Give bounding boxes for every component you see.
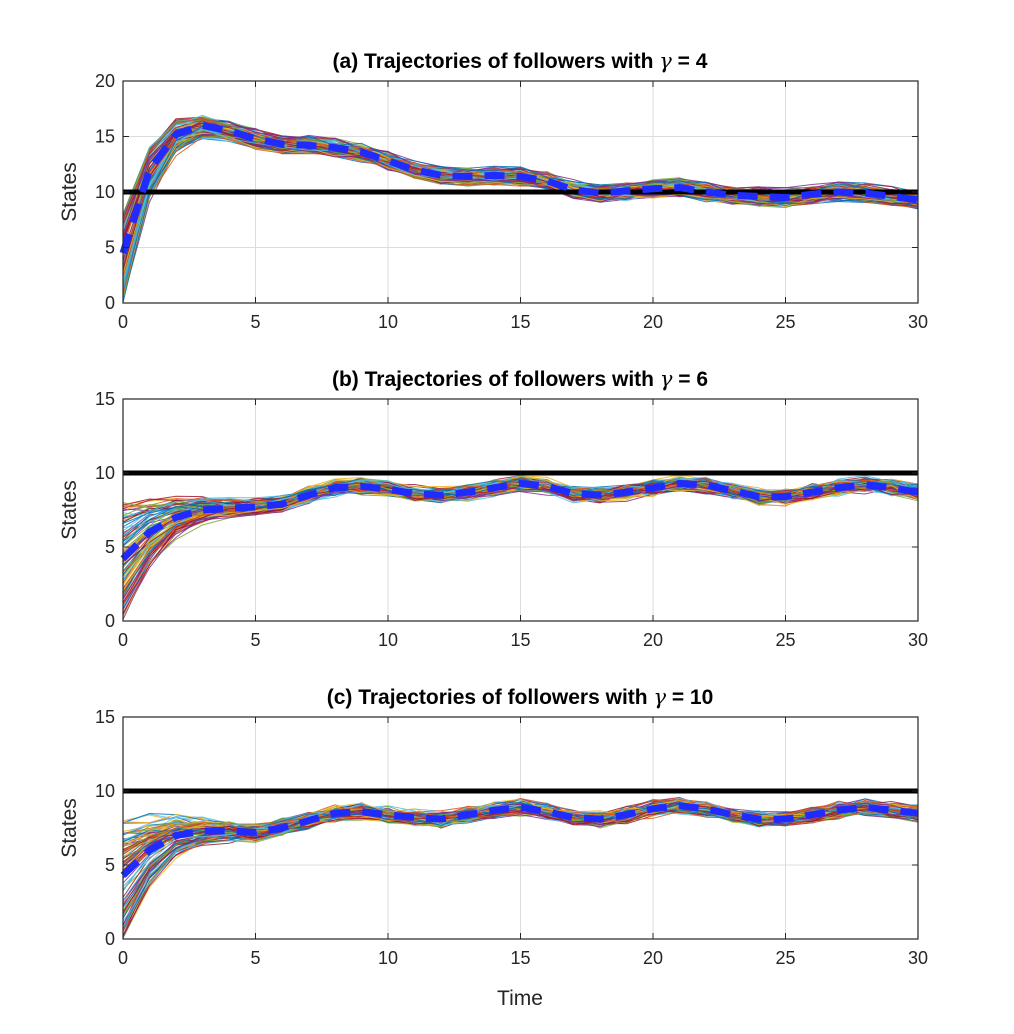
- panel-a: (a) Trajectories of followers with γ = 4…: [58, 49, 928, 332]
- follower-line: [122, 133, 919, 253]
- x-tick-label: 10: [378, 630, 398, 650]
- tick-labels: 0 5 10 15 20 25 30 0 5 10 15 20: [95, 71, 928, 332]
- tick-labels: 0 5 10 15 20 25 30 0 5 10 15: [95, 707, 928, 968]
- y-tick-label: 0: [105, 293, 115, 313]
- x-tick-label: 30: [908, 948, 928, 968]
- panel-title: (c) Trajectories of followers with γ = 1…: [327, 685, 714, 709]
- y-tick-label: 0: [105, 929, 115, 949]
- y-tick-label: 10: [95, 182, 115, 202]
- reference-lines: [119, 121, 919, 255]
- x-tick-label: 0: [118, 312, 128, 332]
- x-tick-label: 20: [643, 630, 663, 650]
- x-tick-label: 15: [510, 948, 530, 968]
- y-tick-label: 15: [95, 389, 115, 409]
- x-tick-label: 5: [250, 630, 260, 650]
- x-tick-label: 15: [510, 630, 530, 650]
- x-tick-label: 20: [643, 312, 663, 332]
- x-tick-label: 5: [250, 312, 260, 332]
- reference-lines: [120, 788, 919, 878]
- follower-line: [122, 132, 919, 254]
- x-tick-label: 25: [775, 630, 795, 650]
- y-tick-label: 10: [95, 463, 115, 483]
- mean-trajectory-line: [120, 802, 919, 878]
- follower-line: [122, 802, 919, 864]
- x-tick-label: 15: [510, 312, 530, 332]
- tick-labels: 0 5 10 15 20 25 30 0 5 10 15: [95, 389, 928, 650]
- panel-b: (b) Trajectories of followers with γ = 6…: [58, 367, 928, 650]
- y-tick-label: 0: [105, 611, 115, 631]
- y-tick-label: 5: [105, 537, 115, 557]
- x-tick-label: 25: [775, 948, 795, 968]
- x-tick-label: 25: [775, 312, 795, 332]
- x-tick-label: 0: [118, 630, 128, 650]
- reference-lines: [120, 470, 919, 562]
- x-tick-label: 30: [908, 312, 928, 332]
- panel-title: (b) Trajectories of followers with γ = 6: [332, 367, 708, 391]
- panel-title: (a) Trajectories of followers with γ = 4: [333, 49, 708, 73]
- y-tick-label: 10: [95, 781, 115, 801]
- y-tick-label: 15: [95, 127, 115, 147]
- x-tick-label: 10: [378, 948, 398, 968]
- mean-trajectory-line: [120, 479, 919, 562]
- x-tick-label: 5: [250, 948, 260, 968]
- follower-line: [122, 478, 919, 524]
- mean-trajectory-line: [119, 121, 919, 255]
- y-axis-label: States: [58, 798, 81, 858]
- y-tick-label: 5: [105, 238, 115, 258]
- x-tick-label: 10: [378, 312, 398, 332]
- x-tick-label: 20: [643, 948, 663, 968]
- panel-c: (c) Trajectories of followers with γ = 1…: [58, 685, 928, 968]
- x-tick-label: 0: [118, 948, 128, 968]
- x-axis-label: Time: [497, 987, 543, 1010]
- y-tick-label: 5: [105, 855, 115, 875]
- y-axis-label: States: [58, 162, 81, 222]
- y-tick-label: 15: [95, 707, 115, 727]
- follower-line: [122, 119, 919, 236]
- y-tick-label: 20: [95, 71, 115, 91]
- y-axis-label: States: [58, 480, 81, 540]
- x-tick-label: 30: [908, 630, 928, 650]
